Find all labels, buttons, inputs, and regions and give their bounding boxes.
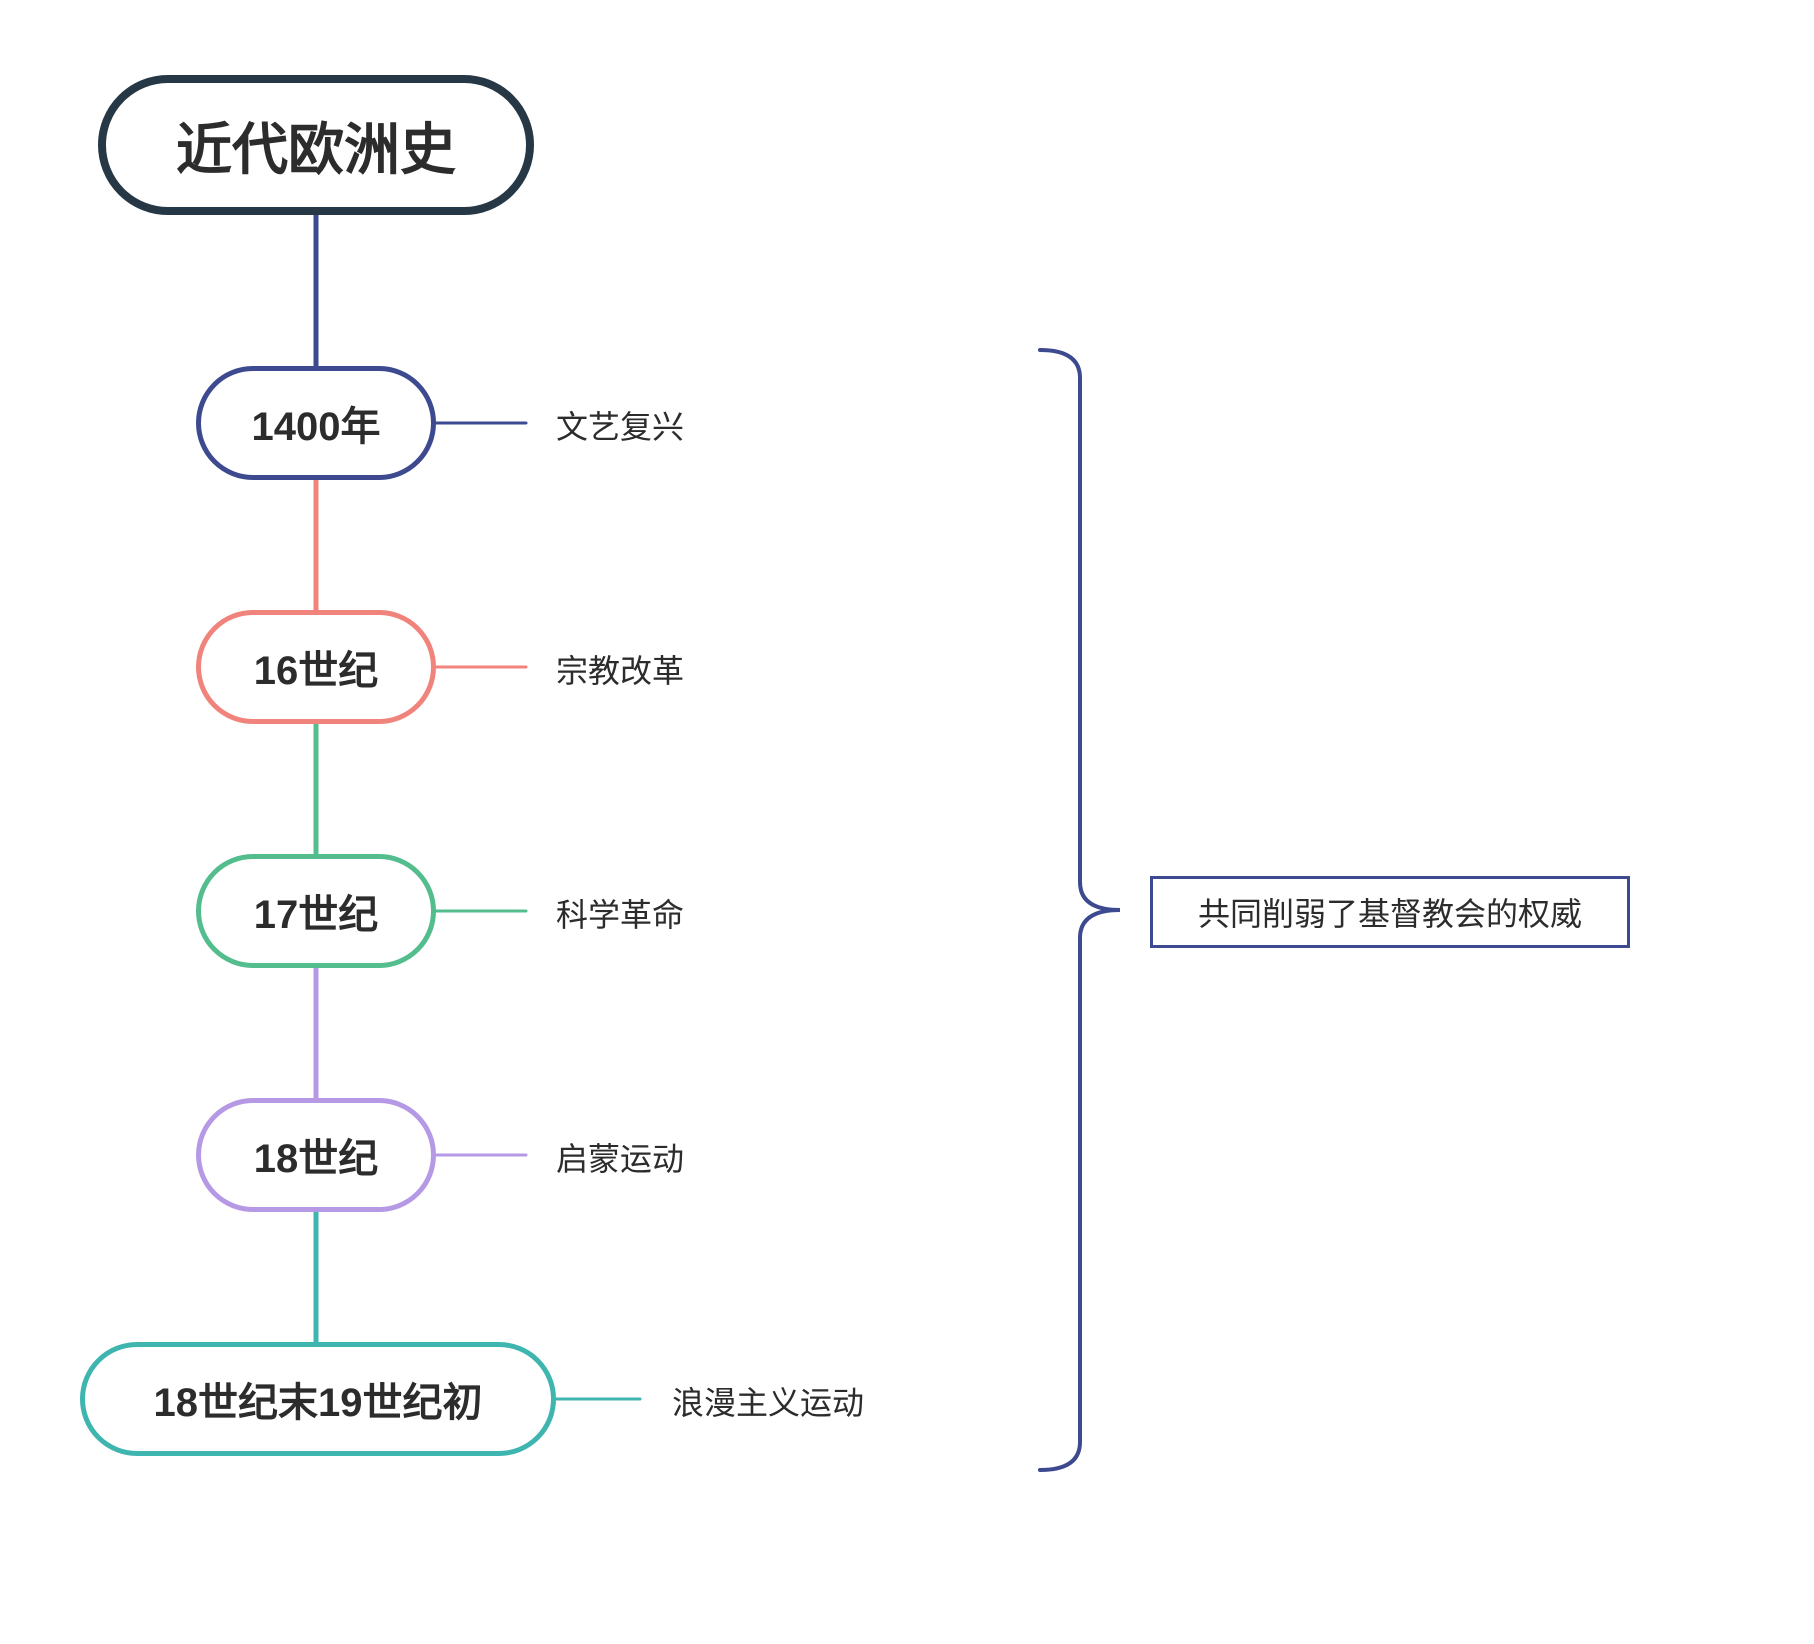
root-node: 近代欧洲史 (98, 75, 534, 215)
timeline-event-label: 宗教改革 (556, 646, 684, 692)
timeline-event-label: 启蒙运动 (556, 1134, 684, 1180)
timeline-node: 16世纪 (196, 610, 436, 724)
timeline-node: 17世纪 (196, 854, 436, 968)
timeline-period-label: 17世纪 (254, 882, 379, 940)
timeline-node: 18世纪 (196, 1098, 436, 1212)
timeline-node: 18世纪末19世纪初 (80, 1342, 556, 1456)
diagram-canvas: 近代欧洲史 共同削弱了基督教会的权威 1400年 文艺复兴 16世纪 宗教改革 17世纪… (0, 0, 1814, 1644)
timeline-period-label: 16世纪 (254, 638, 379, 696)
root-label: 近代欧洲史 (176, 105, 456, 186)
timeline-event-label: 科学革命 (556, 890, 684, 936)
timeline-event-label: 浪漫主义运动 (672, 1378, 864, 1424)
summary-box: 共同削弱了基督教会的权威 (1150, 876, 1630, 948)
summary-text: 共同削弱了基督教会的权威 (1198, 889, 1582, 935)
timeline-period-label: 18世纪 (254, 1126, 379, 1184)
timeline-event-label: 文艺复兴 (556, 402, 684, 448)
timeline-period-label: 1400年 (252, 394, 381, 452)
timeline-period-label: 18世纪末19世纪初 (154, 1370, 483, 1428)
timeline-node: 1400年 (196, 366, 436, 480)
